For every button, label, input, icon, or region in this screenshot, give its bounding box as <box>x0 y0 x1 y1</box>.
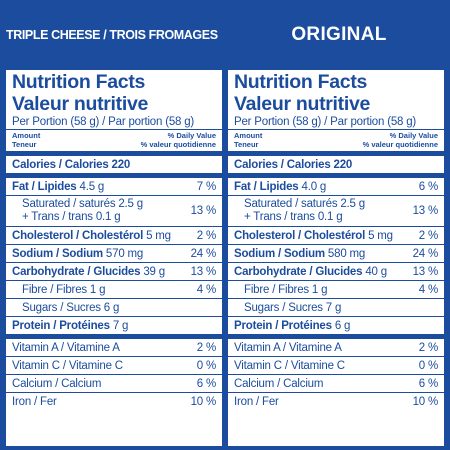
calcium-row: Calcium / Calcium 6 % <box>234 377 438 390</box>
amount-fr: Teneur <box>234 139 259 149</box>
nutrition-facts-label: Nutrition Facts Valeur nutritive Per Por… <box>6 70 222 446</box>
carbohydrate-row: Carbohydrate / Glucides 39 g 13 % <box>12 265 216 278</box>
dv-fr: % valeur quotidienne <box>362 139 438 149</box>
divider <box>228 195 444 196</box>
divider <box>228 392 444 393</box>
iron-row: Iron / Fer 10 % <box>234 395 438 408</box>
calcium-row: Calcium / Calcium 6 % <box>12 377 216 390</box>
title-fr: Valeur nutritive <box>234 93 371 115</box>
divider <box>228 298 444 299</box>
cholesterol-row: Cholesterol / Cholestérol 5 mg 2 % <box>234 229 438 242</box>
protein-row: Protein / Protéines 7 g <box>12 319 129 332</box>
serving-size: Per Portion (58 g) / Par portion (58 g) <box>12 116 195 128</box>
divider <box>6 244 222 245</box>
divider-thick <box>6 173 222 178</box>
product-variant-heading: TRIPLE CHEESE / TROIS FROMAGES <box>6 28 218 42</box>
divider <box>6 226 222 227</box>
divider <box>6 129 222 130</box>
divider-thick <box>6 151 222 156</box>
divider <box>6 280 222 281</box>
dv-fr: % valeur quotidienne <box>140 139 216 149</box>
protein-row: Protein / Protéines 6 g <box>234 319 351 332</box>
amount-en: Amount <box>12 131 41 140</box>
sugars-row: Sugars / Sucres 7 g <box>244 301 342 314</box>
divider <box>6 262 222 263</box>
amount-fr: Teneur <box>12 139 37 149</box>
divider <box>228 244 444 245</box>
divider <box>228 356 444 357</box>
divider <box>228 129 444 130</box>
dv-en: % Daily Value <box>167 131 216 140</box>
divider-thick <box>228 334 444 339</box>
sodium-row: Sodium / Sodium 570 mg 24 % <box>12 247 216 260</box>
column-headers: Amount Teneur % Daily Value% valeur quoti… <box>12 130 216 151</box>
divider <box>228 374 444 375</box>
divider <box>6 316 222 317</box>
cholesterol-row: Cholesterol / Cholestérol 5 mg 2 % <box>12 229 216 242</box>
saturated-trans-row: Saturated / saturés 2.5 g + Trans / trans… <box>244 198 438 223</box>
divider-thick <box>228 173 444 178</box>
divider <box>6 195 222 196</box>
panel-original: ORIGINAL Nutrition Facts Valeur nutritiv… <box>228 0 450 450</box>
divider-thick <box>228 151 444 156</box>
divider <box>6 374 222 375</box>
divider <box>228 316 444 317</box>
calories-row: Calories / Calories 220 <box>12 158 131 171</box>
sodium-row: Sodium / Sodium 580 mg 24 % <box>234 247 438 260</box>
title-en: Nutrition Facts <box>234 71 368 93</box>
title-fr: Valeur nutritive <box>12 93 149 115</box>
product-variant-heading: ORIGINAL <box>291 24 387 45</box>
divider <box>228 280 444 281</box>
divider <box>6 298 222 299</box>
title-en: Nutrition Facts <box>12 71 146 93</box>
nutrition-facts-label: Nutrition Facts Valeur nutritive Per Por… <box>228 70 444 446</box>
saturated-trans-row: Saturated / saturés 2.5 g + Trans / trans… <box>22 198 216 223</box>
sugars-row: Sugars / Sucres 6 g <box>22 301 120 314</box>
divider <box>6 356 222 357</box>
divider <box>6 392 222 393</box>
divider <box>228 226 444 227</box>
amount-en: Amount <box>234 131 263 140</box>
serving-size: Per Portion (58 g) / Par portion (58 g) <box>234 116 417 128</box>
dv-en: % Daily Value <box>389 131 438 140</box>
column-headers: Amount Teneur % Daily Value% valeur quoti… <box>234 130 438 151</box>
divider-thick <box>6 334 222 339</box>
divider <box>228 262 444 263</box>
carbohydrate-row: Carbohydrate / Glucides 40 g 13 % <box>234 265 438 278</box>
panel-triple-cheese: TRIPLE CHEESE / TROIS FROMAGES Nutrition… <box>0 0 222 450</box>
iron-row: Iron / Fer 10 % <box>12 395 216 408</box>
calories-row: Calories / Calories 220 <box>234 158 353 171</box>
